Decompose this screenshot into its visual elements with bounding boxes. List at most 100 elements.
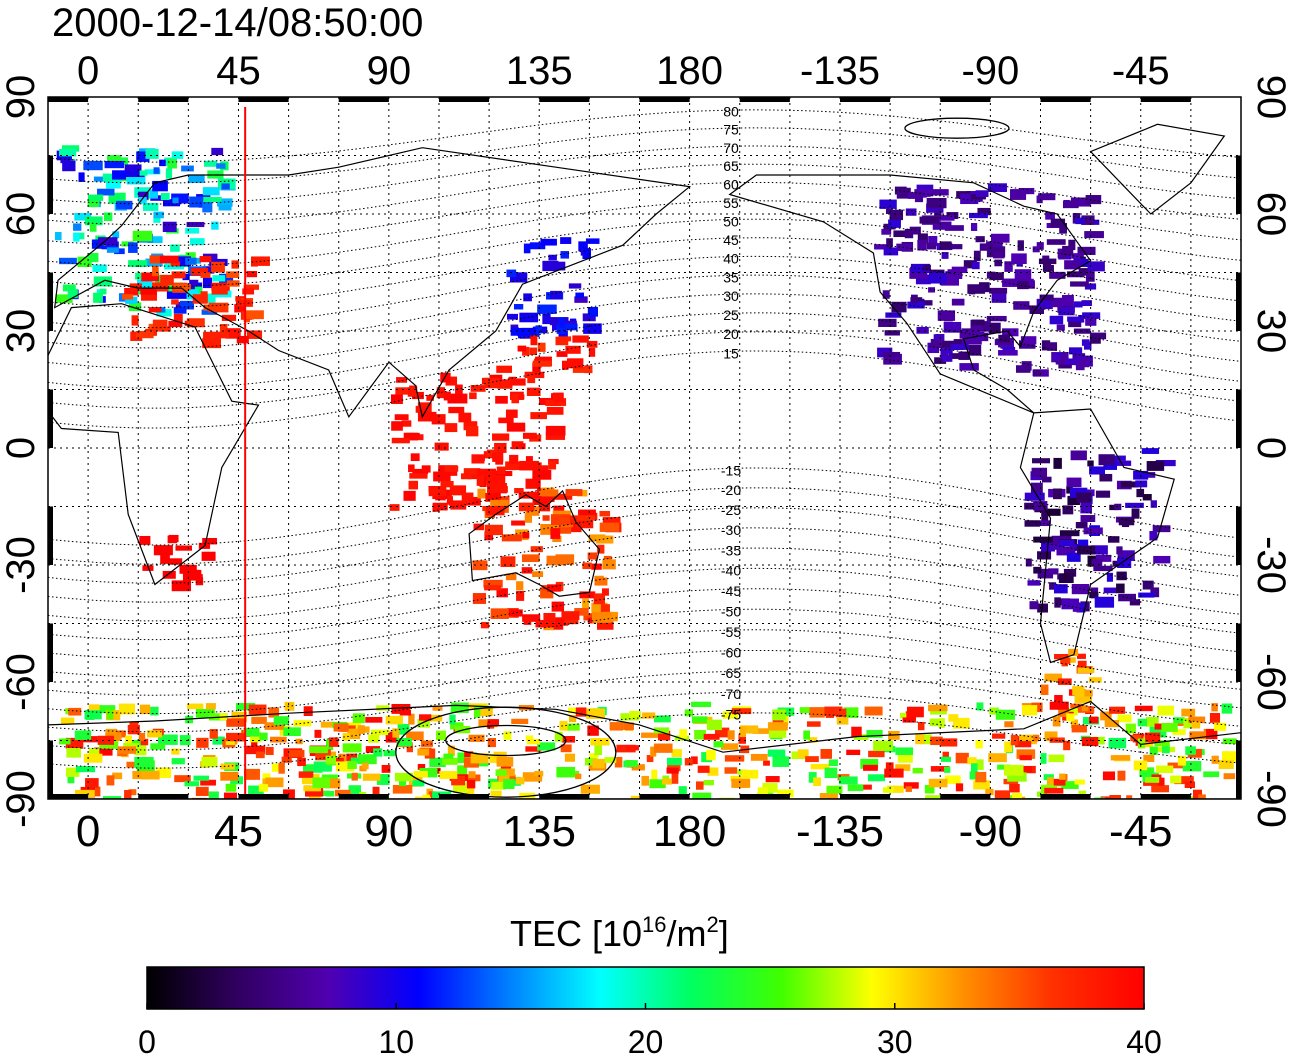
right-latitude-axis: 90 60 30 0 -30 -60 -90: [1249, 75, 1292, 828]
tec-cell: [1209, 712, 1221, 723]
lon-tick-label-bottom: 180: [653, 807, 726, 856]
tec-cell: [1022, 705, 1038, 716]
tec-cell: [491, 781, 506, 790]
tec-cell: [1029, 601, 1039, 610]
tec-cell: [932, 221, 952, 230]
tec-cell: [332, 757, 344, 764]
tec-cell: [500, 763, 512, 773]
lon-tick-label-bottom: 45: [214, 807, 263, 856]
tec-cell: [173, 313, 183, 323]
bottom-longitude-axis: 0 45 90 135 180 -135 -90 -45: [76, 807, 1173, 856]
tec-cell: [1046, 239, 1066, 245]
tec-cell: [98, 237, 118, 246]
tec-cell: [860, 758, 879, 769]
tec-cell: [967, 284, 986, 294]
tec-cell: [77, 256, 92, 267]
tec-cell: [132, 230, 153, 242]
tec-cell: [231, 260, 240, 269]
tec-cell: [820, 749, 832, 759]
tec-cell: [772, 756, 790, 767]
tec-cell: [508, 609, 523, 617]
contour-label: 25: [723, 307, 739, 323]
tec-cell: [519, 443, 526, 450]
tec-cell: [389, 504, 400, 511]
tec-cell: [168, 320, 183, 328]
tec-cell: [589, 753, 599, 760]
tec-cell: [1090, 335, 1101, 344]
tec-cell: [153, 545, 173, 556]
tec-cell: [357, 754, 377, 765]
tec-cell: [484, 377, 500, 389]
tec-cell: [1137, 738, 1146, 749]
lat-tick-label-left: 30: [0, 309, 43, 354]
tec-cell: [192, 294, 208, 304]
tec-cell: [406, 432, 420, 439]
frame-bars: [48, 97, 1241, 799]
frame-bar-left: [48, 506, 53, 565]
lon-tick-label-bottom: 90: [364, 807, 413, 856]
frame-bar-top: [940, 97, 991, 102]
contour-label: 60: [723, 176, 739, 192]
colorbar-tick-label: 20: [628, 1024, 664, 1057]
tec-cell: [121, 241, 134, 247]
contour-line: [48, 200, 1241, 267]
tec-cell: [1007, 772, 1027, 782]
tec-cell: [399, 710, 412, 716]
tec-cell: [1080, 502, 1092, 514]
tec-cell: [1198, 794, 1206, 799]
tec-cell: [1077, 246, 1096, 255]
contour-label: -65: [721, 665, 741, 681]
tec-cell: [61, 145, 80, 152]
tec-cell: [1066, 477, 1082, 488]
tec-cell: [535, 620, 554, 628]
tec-cell: [141, 290, 157, 301]
tec-cell: [236, 335, 249, 344]
tec-cell: [202, 266, 215, 274]
tec-cell: [909, 268, 928, 279]
tec-cell: [75, 766, 96, 773]
tec-cell: [226, 718, 246, 727]
tec-cell: [691, 716, 708, 723]
tec-cell: [1170, 775, 1182, 784]
tec-cell: [67, 288, 78, 299]
tec-cell: [1082, 312, 1101, 319]
tec-cell: [1077, 539, 1089, 546]
tec-cell: [258, 784, 269, 792]
tec-cell: [541, 585, 553, 591]
tec-cell: [1150, 500, 1157, 508]
tec-cell: [1192, 789, 1203, 799]
tec-cell: [523, 243, 531, 254]
frame-bar-right: [1236, 155, 1241, 214]
tec-cell: [915, 274, 931, 285]
tec-cell: [165, 168, 173, 179]
tec-cell: [186, 318, 205, 328]
tec-cell: [574, 296, 588, 303]
tec-cell: [951, 266, 968, 274]
tec-cell: [1173, 717, 1185, 724]
tec-cell: [917, 721, 925, 731]
tec-cell: [1061, 655, 1068, 667]
tec-cell: [1025, 558, 1032, 567]
contour-label: 65: [723, 158, 739, 174]
tec-cell: [887, 785, 904, 793]
tec-cell: [1079, 358, 1090, 368]
tec-cell: [522, 532, 530, 539]
tec-cell: [923, 264, 931, 271]
tec-cell: [1188, 716, 1206, 724]
tec-cell: [496, 756, 514, 767]
tec-cell: [417, 764, 426, 770]
tec-cell: [450, 702, 469, 714]
tec-cell: [440, 372, 451, 383]
tec-cell: [108, 192, 126, 204]
tec-cell: [601, 588, 609, 596]
tec-cell: [128, 789, 137, 796]
tec-cell: [510, 378, 526, 386]
tec-cell: [1058, 573, 1074, 584]
tec-cell: [1088, 677, 1102, 683]
tec-cell: [1106, 572, 1113, 582]
tec-cell: [1102, 771, 1116, 781]
tec-cell: [185, 227, 200, 234]
tec-cell: [97, 735, 114, 745]
tec-cell: [762, 782, 778, 793]
lon-tick-label-bottom: -45: [1109, 807, 1173, 856]
